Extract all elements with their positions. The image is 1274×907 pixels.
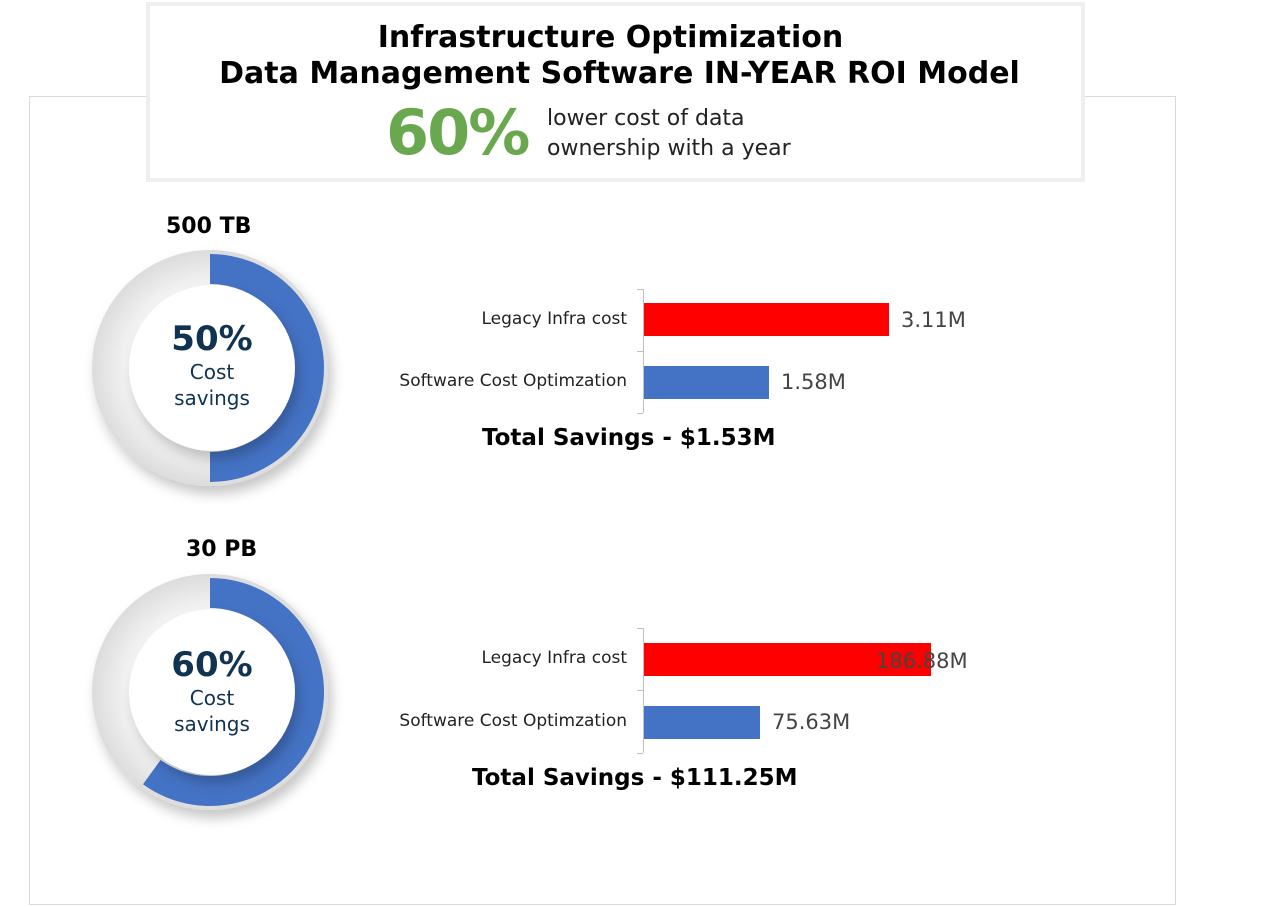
headline-text-line-2: ownership with a year <box>547 136 791 161</box>
donut-sub-line-1: Cost <box>189 686 235 710</box>
donut-sub-line-1: Cost <box>189 360 235 384</box>
donut-30pb: 60% Cost savings <box>82 567 344 829</box>
donut-percent: 60% <box>171 645 253 685</box>
headline-text-line-1: lower cost of data <box>547 106 745 131</box>
value-label-software-30pb: 75.63M <box>772 710 851 734</box>
axis-tick <box>637 413 643 414</box>
axis-tick <box>637 753 643 754</box>
bar-legacy-30pb <box>644 643 931 676</box>
value-label-software-500tb: 1.58M <box>781 370 846 394</box>
donut-arc-30pb <box>142 578 324 806</box>
axis-tick <box>637 289 643 290</box>
category-label-software: Software Cost Optimzation <box>399 371 627 391</box>
value-label-legacy-500tb: 3.11M <box>901 308 966 332</box>
donut-hole <box>129 285 295 451</box>
axis-tick <box>637 351 643 352</box>
axis-tick <box>637 628 643 629</box>
donut-percent: 50% <box>171 319 253 359</box>
donut-svg-30pb <box>92 574 328 810</box>
donut-label-500tb: 50% Cost savings <box>129 319 295 411</box>
size-label-500tb: 500 TB <box>166 214 252 239</box>
headline-percent: 60% <box>386 96 530 169</box>
title-line-1: Infrastructure Optimization <box>377 20 844 55</box>
donut-sub-line-2: savings <box>174 712 250 736</box>
total-savings-500tb: Total Savings - $1.53M <box>482 425 776 451</box>
donut-sub-line-2: savings <box>174 386 250 410</box>
bar-legacy-500tb <box>644 303 889 336</box>
category-label-legacy: Legacy Infra cost <box>481 648 627 668</box>
axis-tick <box>637 690 643 691</box>
size-label-30pb: 30 PB <box>186 537 258 562</box>
value-label-legacy-30pb: 186.88M <box>876 649 968 673</box>
bar-software-30pb <box>644 706 760 739</box>
title-line-2: Data Management Software IN-YEAR ROI Mod… <box>219 56 1020 91</box>
total-savings-30pb: Total Savings - $111.25M <box>472 765 798 791</box>
header-box: Infrastructure Optimization Data Managem… <box>146 2 1085 182</box>
category-label-legacy: Legacy Infra cost <box>481 309 627 329</box>
donut-svg-500tb <box>92 250 328 486</box>
category-label-software: Software Cost Optimzation <box>399 711 627 731</box>
donut-arc-500tb <box>210 254 324 482</box>
donut-hole <box>129 609 295 775</box>
donut-label-30pb: 60% Cost savings <box>129 645 295 737</box>
bar-software-500tb <box>644 366 769 399</box>
donut-500tb: 50% Cost savings <box>82 243 344 505</box>
headline-text: lower cost of data ownership with a year <box>547 104 867 164</box>
bar-axis <box>643 289 644 413</box>
bar-axis <box>643 628 644 753</box>
